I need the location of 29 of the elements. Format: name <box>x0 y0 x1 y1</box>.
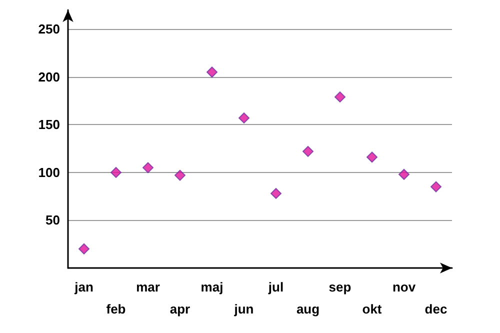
point <box>78 243 90 254</box>
point <box>142 162 154 174</box>
y-tick-label: 150 <box>38 117 60 132</box>
point <box>174 170 186 181</box>
x-tick-label: feb <box>106 302 126 316</box>
point <box>430 181 442 192</box>
y-tick-label: 50 <box>46 212 60 228</box>
x-tick-label: apr <box>170 302 190 316</box>
x-tick-label: mar <box>136 280 160 294</box>
x-tick-label: jun <box>233 302 254 316</box>
x-tick-label: maj <box>200 280 224 294</box>
point <box>206 66 218 78</box>
x-tick-label: dec <box>424 302 448 316</box>
y-tick-label: 200 <box>38 69 60 84</box>
x-tick-label: jan <box>74 280 94 294</box>
point <box>110 166 122 178</box>
x-tick-label: nov <box>392 280 416 294</box>
y-tick-label: 250 <box>38 22 60 37</box>
point <box>366 152 378 163</box>
point <box>334 91 346 102</box>
point <box>398 168 410 180</box>
point <box>302 146 314 157</box>
point <box>238 112 250 124</box>
y-tick-label: 100 <box>38 164 60 180</box>
x-tick-label: sep <box>328 280 352 294</box>
x-tick-label: okt <box>362 302 382 316</box>
x-tick-label: jul <box>267 280 284 294</box>
x-tick-label: aug <box>296 302 320 316</box>
point <box>270 188 282 199</box>
